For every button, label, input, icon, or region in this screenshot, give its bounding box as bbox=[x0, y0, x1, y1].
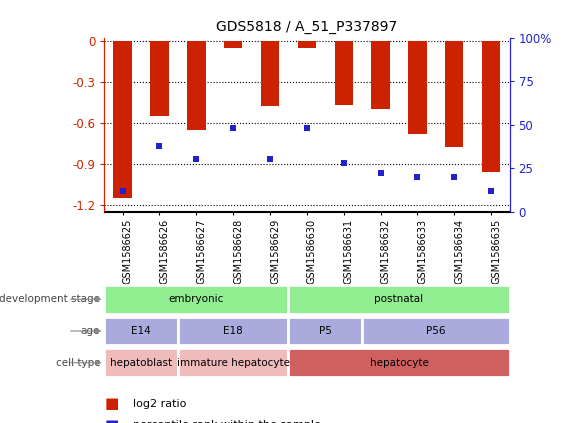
Bar bbox=[104, 349, 178, 377]
Bar bbox=[288, 317, 362, 345]
Bar bbox=[113, 41, 132, 198]
Text: ■: ■ bbox=[104, 418, 119, 423]
Bar bbox=[298, 41, 316, 48]
Bar bbox=[178, 349, 288, 377]
Bar bbox=[224, 41, 243, 48]
Bar bbox=[445, 41, 463, 147]
Text: immature hepatocyte: immature hepatocyte bbox=[177, 358, 290, 368]
Text: E14: E14 bbox=[131, 326, 151, 336]
Bar bbox=[288, 285, 510, 313]
Text: cell type: cell type bbox=[56, 358, 100, 368]
Bar bbox=[362, 317, 510, 345]
Bar bbox=[408, 41, 427, 134]
Text: postnatal: postnatal bbox=[375, 294, 424, 304]
Bar bbox=[178, 317, 288, 345]
Text: embryonic: embryonic bbox=[168, 294, 224, 304]
Text: hepatocyte: hepatocyte bbox=[369, 358, 428, 368]
Bar bbox=[288, 349, 510, 377]
Bar bbox=[187, 41, 206, 129]
Bar bbox=[482, 41, 500, 172]
Bar bbox=[371, 41, 390, 109]
Text: E18: E18 bbox=[223, 326, 243, 336]
Text: log2 ratio: log2 ratio bbox=[133, 399, 186, 409]
Text: percentile rank within the sample: percentile rank within the sample bbox=[133, 420, 321, 423]
Text: P5: P5 bbox=[319, 326, 332, 336]
Text: ■: ■ bbox=[104, 396, 119, 412]
Title: GDS5818 / A_51_P337897: GDS5818 / A_51_P337897 bbox=[216, 20, 398, 34]
Bar bbox=[104, 317, 178, 345]
Bar bbox=[261, 41, 279, 106]
Bar bbox=[104, 285, 288, 313]
Bar bbox=[335, 41, 353, 105]
Text: hepatoblast: hepatoblast bbox=[110, 358, 172, 368]
Bar bbox=[151, 41, 168, 116]
Text: P56: P56 bbox=[426, 326, 446, 336]
Text: age: age bbox=[81, 326, 100, 336]
Text: development stage: development stage bbox=[0, 294, 100, 304]
